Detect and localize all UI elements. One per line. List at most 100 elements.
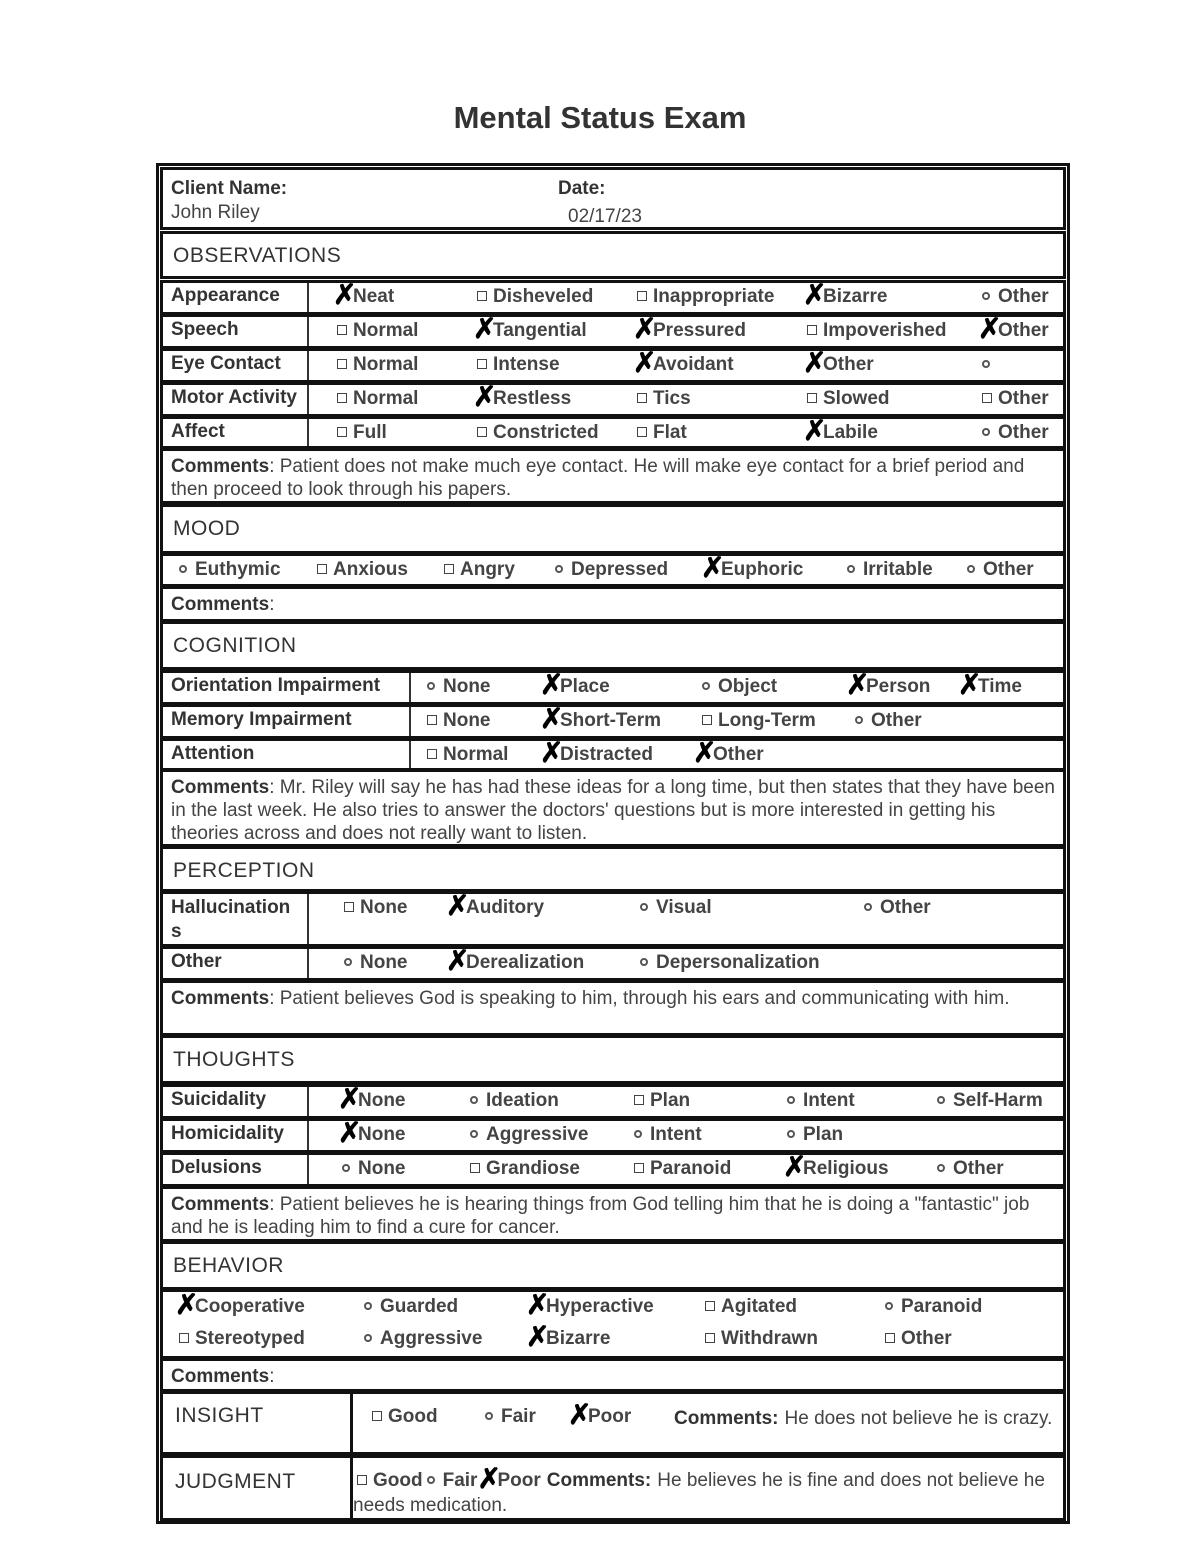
client-name-value[interactable]: John Riley — [171, 202, 260, 223]
option-checkbox[interactable]: Object — [698, 676, 777, 698]
option-checkbox[interactable]: Impoverished — [803, 320, 947, 342]
option-checkbox[interactable]: Depressed — [551, 559, 668, 581]
client-info-row: Client Name: John Riley Date: 02/17/23 — [160, 167, 1066, 230]
option-label: Time — [978, 676, 1023, 697]
option-checkbox[interactable]: Tics — [633, 388, 691, 410]
option-checkbox[interactable]: Slowed — [803, 388, 890, 410]
insight-comments[interactable]: Comments: He does not believe he is crazy… — [359, 1406, 1059, 1431]
option-checkbox[interactable]: Other — [978, 286, 1049, 308]
option-checkbox[interactable]: Paranoid — [630, 1158, 731, 1180]
option-checkbox[interactable]: Other — [860, 897, 931, 919]
option-checkbox[interactable]: Fair — [423, 1470, 477, 1491]
option-checkbox[interactable]: ✗Other — [978, 315, 1049, 343]
option-checkbox[interactable]: ✗Other — [803, 349, 874, 377]
option-checkbox[interactable]: Stereotyped — [175, 1328, 305, 1350]
option-checkbox[interactable]: Other — [963, 559, 1034, 581]
option-checkbox[interactable]: Angry — [440, 559, 515, 581]
option-checkbox[interactable]: Grandiose — [466, 1158, 580, 1180]
option-checkbox[interactable]: Guarded — [360, 1296, 458, 1318]
option-checkbox[interactable]: Depersonalization — [636, 952, 820, 974]
option-checkbox[interactable]: Other — [978, 422, 1049, 444]
option-checkbox[interactable]: Euthymic — [175, 559, 281, 581]
option-checkbox[interactable]: None — [423, 676, 491, 698]
option-checkbox[interactable]: None — [340, 897, 408, 919]
option-label: Avoidant — [653, 354, 734, 375]
option-checkbox[interactable]: Self-Harm — [933, 1090, 1043, 1112]
option-checkbox[interactable]: Intense — [473, 354, 560, 376]
option-checkbox[interactable]: Plan — [783, 1124, 843, 1146]
option-checkbox[interactable]: ✗Poor — [568, 1401, 631, 1429]
option-checkbox[interactable]: Other — [881, 1328, 952, 1350]
option-checkbox[interactable]: ✗None — [338, 1085, 406, 1113]
option-checkbox[interactable]: None — [340, 952, 408, 974]
option-label: None — [443, 676, 491, 697]
option-checkbox[interactable]: Long-Term — [698, 710, 816, 732]
option-checkbox[interactable]: Inappropriate — [633, 286, 774, 308]
option-checkbox[interactable]: Normal — [333, 320, 418, 342]
option-checkbox[interactable]: Disheveled — [473, 286, 593, 308]
option-checkbox[interactable]: Plan — [630, 1090, 690, 1112]
comments-text[interactable]: Comments: — [163, 589, 1063, 620]
option-checkbox[interactable]: ✗Bizarre — [526, 1323, 610, 1351]
option-checkbox[interactable]: Withdrawn — [701, 1328, 818, 1350]
option-checkbox[interactable]: Normal — [333, 388, 418, 410]
comments-text[interactable]: Comments: Patient believes he is hearing… — [163, 1189, 1063, 1243]
option-checkbox[interactable]: Other — [851, 710, 922, 732]
option-checkbox[interactable]: Good — [368, 1406, 438, 1428]
option-checkbox[interactable]: Flat — [633, 422, 687, 444]
option-checkbox[interactable]: Aggressive — [466, 1124, 588, 1146]
option-checkbox[interactable]: ✗Tangential — [473, 315, 587, 343]
option-checkbox[interactable]: Anxious — [313, 559, 408, 581]
option-checkbox[interactable]: None — [423, 710, 491, 732]
option-checkbox[interactable]: Fair — [481, 1406, 536, 1428]
option-checkbox[interactable]: ✗Avoidant — [633, 349, 734, 377]
x-mark-icon: ✗ — [338, 1117, 362, 1148]
option-checkbox[interactable]: ✗Short-Term — [540, 705, 661, 733]
option-checkbox[interactable]: ✗Poor — [477, 1465, 540, 1493]
option-checkbox[interactable]: ✗None — [338, 1117, 406, 1148]
option-checkbox[interactable]: ✗Neat — [333, 281, 394, 309]
option-checkbox[interactable]: ✗Person — [846, 671, 930, 699]
option-checkbox[interactable]: ✗Bizarre — [803, 281, 887, 309]
comments-text[interactable]: Comments: — [163, 1361, 1063, 1392]
option-checkbox[interactable]: Intent — [783, 1090, 855, 1112]
option-checkbox[interactable]: ✗Time — [958, 671, 1023, 699]
option-checkbox[interactable]: ✗Religious — [783, 1153, 889, 1181]
option-checkbox[interactable]: None — [338, 1158, 406, 1180]
option-checkbox[interactable] — [978, 354, 998, 376]
option-checkbox[interactable]: Normal — [333, 354, 418, 376]
option-checkbox[interactable]: Intent — [630, 1124, 702, 1146]
option-label: Tangential — [493, 320, 587, 341]
date-value[interactable]: 02/17/23 — [568, 206, 642, 227]
option-checkbox[interactable]: ✗Other — [693, 739, 764, 767]
option-checkbox[interactable]: ✗Pressured — [633, 315, 746, 343]
option-checkbox[interactable]: Visual — [636, 897, 712, 919]
option-checkbox[interactable]: Constricted — [473, 422, 599, 444]
option-label: Other — [901, 1328, 952, 1349]
option-checkbox[interactable]: ✗Hyperactive — [526, 1291, 654, 1319]
option-checkbox[interactable]: Agitated — [701, 1296, 797, 1318]
option-checkbox[interactable]: Full — [333, 422, 387, 444]
option-checkbox[interactable]: Irritable — [843, 559, 933, 581]
option-checkbox[interactable]: Other — [933, 1158, 1004, 1180]
option-checkbox[interactable]: ✗Place — [540, 671, 610, 699]
option-checkbox[interactable]: ✗Labile — [803, 417, 878, 445]
option-checkbox[interactable]: Other — [978, 388, 1049, 410]
option-checkbox[interactable]: ✗Restless — [473, 383, 571, 411]
comments-text[interactable]: Comments: Mr. Riley will say he has had … — [163, 772, 1063, 849]
option-checkbox[interactable]: ✗Euphoric — [701, 554, 803, 582]
comments-text[interactable]: Comments: Patient does not make much eye… — [163, 451, 1063, 505]
judgment-content[interactable]: Good Fair✗Poor Comments: He believes he is … — [353, 1465, 1065, 1518]
option-checkbox[interactable]: Ideation — [466, 1090, 559, 1112]
option-checkbox[interactable]: ✗Cooperative — [175, 1291, 305, 1319]
option-checkbox[interactable]: ✗Derealization — [446, 947, 584, 975]
option-checkbox[interactable]: Good — [353, 1470, 423, 1491]
option-checkbox[interactable]: Normal — [423, 744, 508, 766]
comments-text[interactable]: Comments: Patient believes God is speaki… — [163, 983, 1063, 1014]
option-checkbox[interactable]: ✗Distracted — [540, 739, 653, 767]
option-label: Other — [871, 710, 922, 731]
option-checkbox[interactable]: ✗Auditory — [446, 892, 544, 920]
option-checkbox[interactable]: Aggressive — [360, 1328, 482, 1350]
option-checkbox[interactable]: Paranoid — [881, 1296, 982, 1318]
